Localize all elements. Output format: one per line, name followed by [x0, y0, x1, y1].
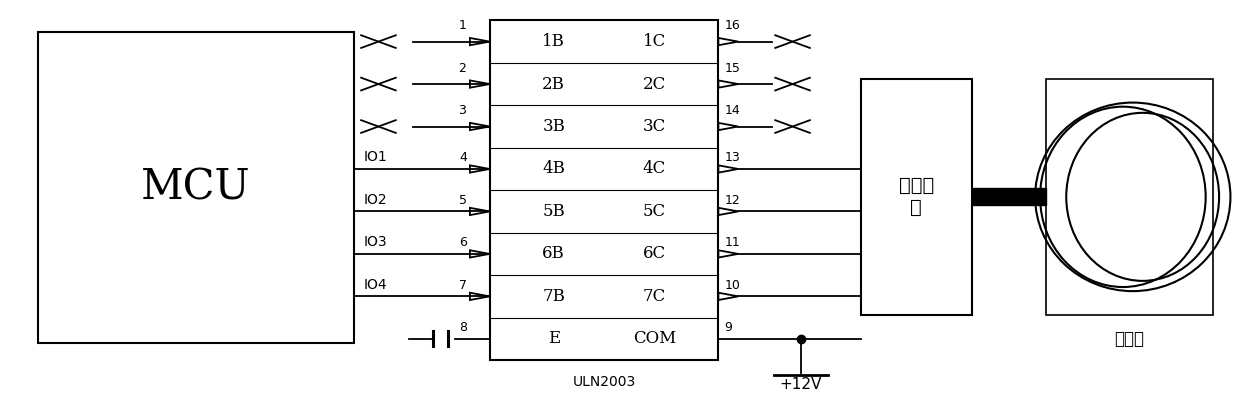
- Text: COM: COM: [633, 330, 676, 348]
- Text: 6B: 6B: [543, 245, 565, 262]
- Text: ULN2003: ULN2003: [572, 375, 636, 389]
- Text: 4C: 4C: [643, 160, 667, 177]
- Text: 11: 11: [725, 236, 741, 249]
- Text: 14: 14: [725, 104, 741, 117]
- Text: 步进电
机: 步进电 机: [898, 177, 934, 217]
- Text: 13: 13: [725, 151, 741, 164]
- Text: 12: 12: [725, 194, 741, 207]
- Text: 6: 6: [460, 236, 467, 249]
- Text: 4B: 4B: [543, 160, 565, 177]
- Text: MCU: MCU: [141, 166, 252, 208]
- Text: 3B: 3B: [543, 118, 565, 135]
- Text: 节气门: 节气门: [1114, 330, 1145, 348]
- Text: 8: 8: [460, 321, 467, 334]
- Text: 4: 4: [460, 151, 467, 164]
- Text: IO3: IO3: [363, 235, 388, 249]
- Text: 5: 5: [460, 194, 467, 207]
- Text: 7C: 7C: [643, 288, 667, 305]
- Text: 1: 1: [458, 19, 466, 32]
- Text: 1B: 1B: [543, 33, 565, 50]
- Text: E: E: [548, 330, 560, 348]
- Bar: [1046, 79, 1213, 314]
- Text: +12V: +12V: [779, 377, 821, 392]
- Text: 5C: 5C: [643, 203, 665, 220]
- Text: 7B: 7B: [543, 288, 565, 305]
- Bar: [489, 20, 719, 360]
- Text: IO2: IO2: [363, 193, 388, 207]
- Text: IO1: IO1: [363, 151, 388, 164]
- Text: 2: 2: [458, 61, 466, 74]
- Text: 2B: 2B: [543, 76, 565, 93]
- Text: IO4: IO4: [363, 278, 388, 292]
- Text: 6C: 6C: [643, 245, 665, 262]
- Bar: [861, 79, 971, 314]
- Text: 5B: 5B: [543, 203, 565, 220]
- Text: 2C: 2C: [643, 76, 667, 93]
- Text: 10: 10: [725, 279, 741, 292]
- Text: 9: 9: [725, 321, 732, 334]
- Text: 7: 7: [460, 279, 467, 292]
- Bar: [38, 32, 353, 343]
- Text: 3C: 3C: [643, 118, 667, 135]
- Text: 16: 16: [725, 19, 741, 32]
- Text: 15: 15: [725, 61, 741, 74]
- Text: 3: 3: [458, 104, 466, 117]
- Text: 1C: 1C: [643, 33, 667, 50]
